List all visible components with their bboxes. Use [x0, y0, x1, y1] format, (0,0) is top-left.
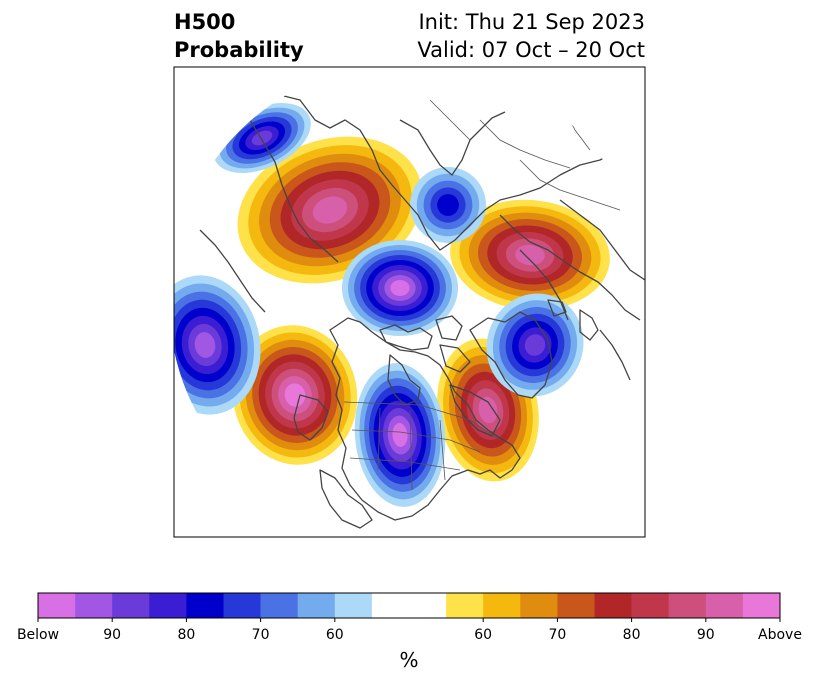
colorbar-swatch — [742, 593, 781, 618]
title-right: Init: Thu 21 Sep 2023 Valid: 07 Oct – 20… — [417, 8, 645, 64]
colorbar-swatch — [186, 593, 224, 618]
colorbar-swatch — [631, 593, 669, 618]
anomaly-neg-us — [354, 363, 446, 507]
anomaly-contours — [174, 103, 610, 507]
contour-level — [284, 383, 306, 407]
colorbar-swatch — [297, 593, 336, 618]
contour-level — [194, 332, 216, 358]
colorbar-swatch — [557, 593, 595, 618]
contour-level — [251, 130, 273, 146]
anomaly-neg-gl — [342, 240, 458, 336]
colorbar-swatch — [371, 593, 410, 618]
anomaly-neg-atl — [486, 293, 584, 397]
title-product: H500 — [174, 10, 236, 34]
colorbar-tick-label: 90 — [696, 627, 715, 643]
colorbar-swatch — [75, 593, 113, 618]
colorbar-swatch — [223, 593, 261, 618]
colorbar-tick-label: 60 — [325, 627, 344, 643]
contour-level — [478, 396, 498, 424]
contour-level — [390, 280, 410, 296]
colorbar-border — [37, 592, 781, 619]
colorbar-tick-label: 70 — [251, 627, 270, 643]
colorbar-tick-label: 60 — [474, 627, 493, 643]
colorbar-swatch — [520, 593, 558, 618]
colorbar-tick-label: 80 — [177, 627, 196, 643]
colorbar-swatch — [149, 593, 187, 618]
colorbar-swatch — [594, 593, 632, 618]
contour-level — [312, 196, 348, 224]
coastlines — [199, 79, 645, 529]
colorbar-swatch — [409, 593, 447, 618]
colorbar-swatch — [260, 593, 298, 618]
colorbar-tick-label: 90 — [103, 627, 122, 643]
colorbar-swatch — [446, 593, 484, 618]
colorbar-swatch — [112, 593, 150, 618]
contour-level — [437, 194, 459, 216]
contour-level — [515, 244, 545, 266]
colorbar-swatch — [705, 593, 744, 618]
anomaly-pos-eu — [450, 199, 610, 311]
colorbar-tick-label: Below — [16, 627, 60, 643]
contour-level — [392, 423, 408, 447]
anomaly-pos-ak — [232, 325, 358, 465]
colorbar-unit: % — [399, 648, 419, 672]
valid-period: Valid: 07 Oct – 20 Oct — [417, 38, 645, 62]
contour-level — [524, 334, 546, 356]
map-frame — [173, 66, 646, 538]
colorbar-tick-label: 80 — [622, 627, 641, 643]
title-left: H500 Probability — [174, 8, 304, 64]
colorbar-tick-label: Above — [758, 627, 802, 643]
init-time: Init: Thu 21 Sep 2023 — [418, 10, 645, 34]
colorbar-swatch — [334, 593, 373, 618]
anomaly-neg-ns — [410, 167, 486, 243]
colorbar-tick-label: 70 — [548, 627, 567, 643]
colorbar — [37, 592, 781, 622]
title-variable: Probability — [174, 38, 304, 62]
colorbar-swatch — [483, 593, 521, 618]
colorbar-swatch — [38, 593, 76, 618]
colorbar-swatch — [668, 593, 707, 618]
